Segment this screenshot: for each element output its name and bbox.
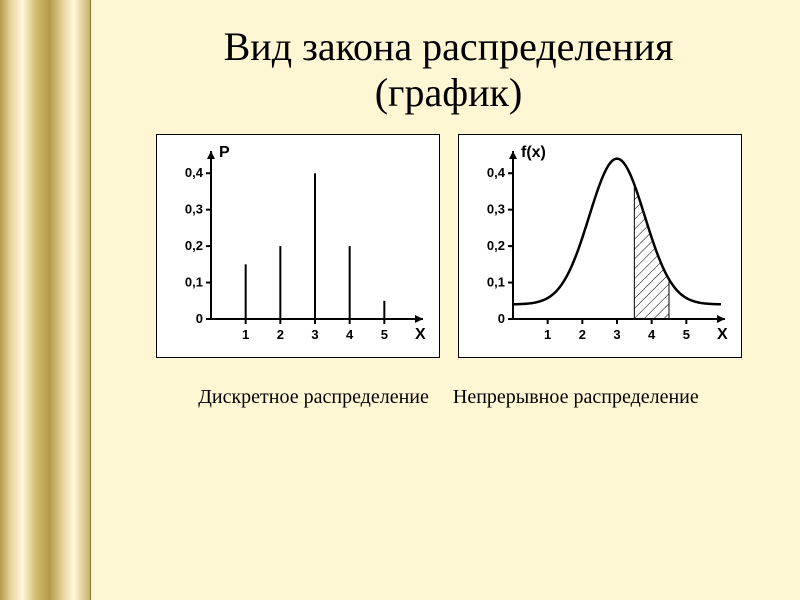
discrete-chart-card: 0 0,1 0,2 0,3 0,4 1 2 3 4 5 P X	[156, 134, 440, 358]
svg-text:4: 4	[648, 327, 656, 342]
svg-text:0,2: 0,2	[184, 238, 202, 253]
discrete-caption: Дискретное распределение	[198, 386, 429, 409]
svg-text:X: X	[717, 326, 728, 343]
svg-text:X: X	[415, 326, 426, 343]
svg-text:f(x): f(x)	[521, 144, 546, 161]
captions-row: Дискретное распределение Непрерывное рас…	[125, 386, 772, 409]
decorative-sidebar	[0, 0, 91, 600]
page-title: Вид закона распределения (график)	[125, 24, 772, 116]
svg-text:4: 4	[346, 327, 354, 342]
svg-text:0,3: 0,3	[184, 202, 202, 217]
svg-text:5: 5	[380, 327, 387, 342]
continuous-caption: Непрерывное распределение	[453, 386, 699, 409]
title-line-1: Вид закона распределения	[224, 24, 674, 69]
svg-text:1: 1	[544, 327, 551, 342]
svg-text:0,1: 0,1	[184, 275, 202, 290]
svg-text:P: P	[219, 144, 230, 161]
svg-text:3: 3	[613, 327, 620, 342]
continuous-chart-card: 0 0,1 0,2 0,3 0,4 1 2 3 4 5 f(x) X	[458, 134, 742, 358]
svg-text:2: 2	[276, 327, 283, 342]
svg-text:2: 2	[578, 327, 585, 342]
svg-text:0,3: 0,3	[486, 202, 504, 217]
continuous-chart: 0 0,1 0,2 0,3 0,4 1 2 3 4 5 f(x) X	[465, 141, 735, 351]
svg-text:5: 5	[682, 327, 689, 342]
discrete-chart: 0 0,1 0,2 0,3 0,4 1 2 3 4 5 P X	[163, 141, 433, 351]
charts-row: 0 0,1 0,2 0,3 0,4 1 2 3 4 5 P X 0 0,1 0,2 0,3 0,4 1 2 3 4 5 f…	[125, 134, 772, 358]
svg-text:0,2: 0,2	[486, 238, 504, 253]
svg-text:0,4: 0,4	[184, 165, 203, 180]
slide-page: Вид закона распределения (график) 0 0,1 0,…	[91, 0, 800, 600]
svg-text:0: 0	[497, 311, 504, 326]
svg-text:1: 1	[242, 327, 249, 342]
svg-text:0: 0	[195, 311, 202, 326]
title-line-2: (график)	[375, 70, 523, 115]
svg-text:0,1: 0,1	[486, 275, 504, 290]
svg-text:0,4: 0,4	[486, 165, 505, 180]
svg-text:3: 3	[311, 327, 318, 342]
